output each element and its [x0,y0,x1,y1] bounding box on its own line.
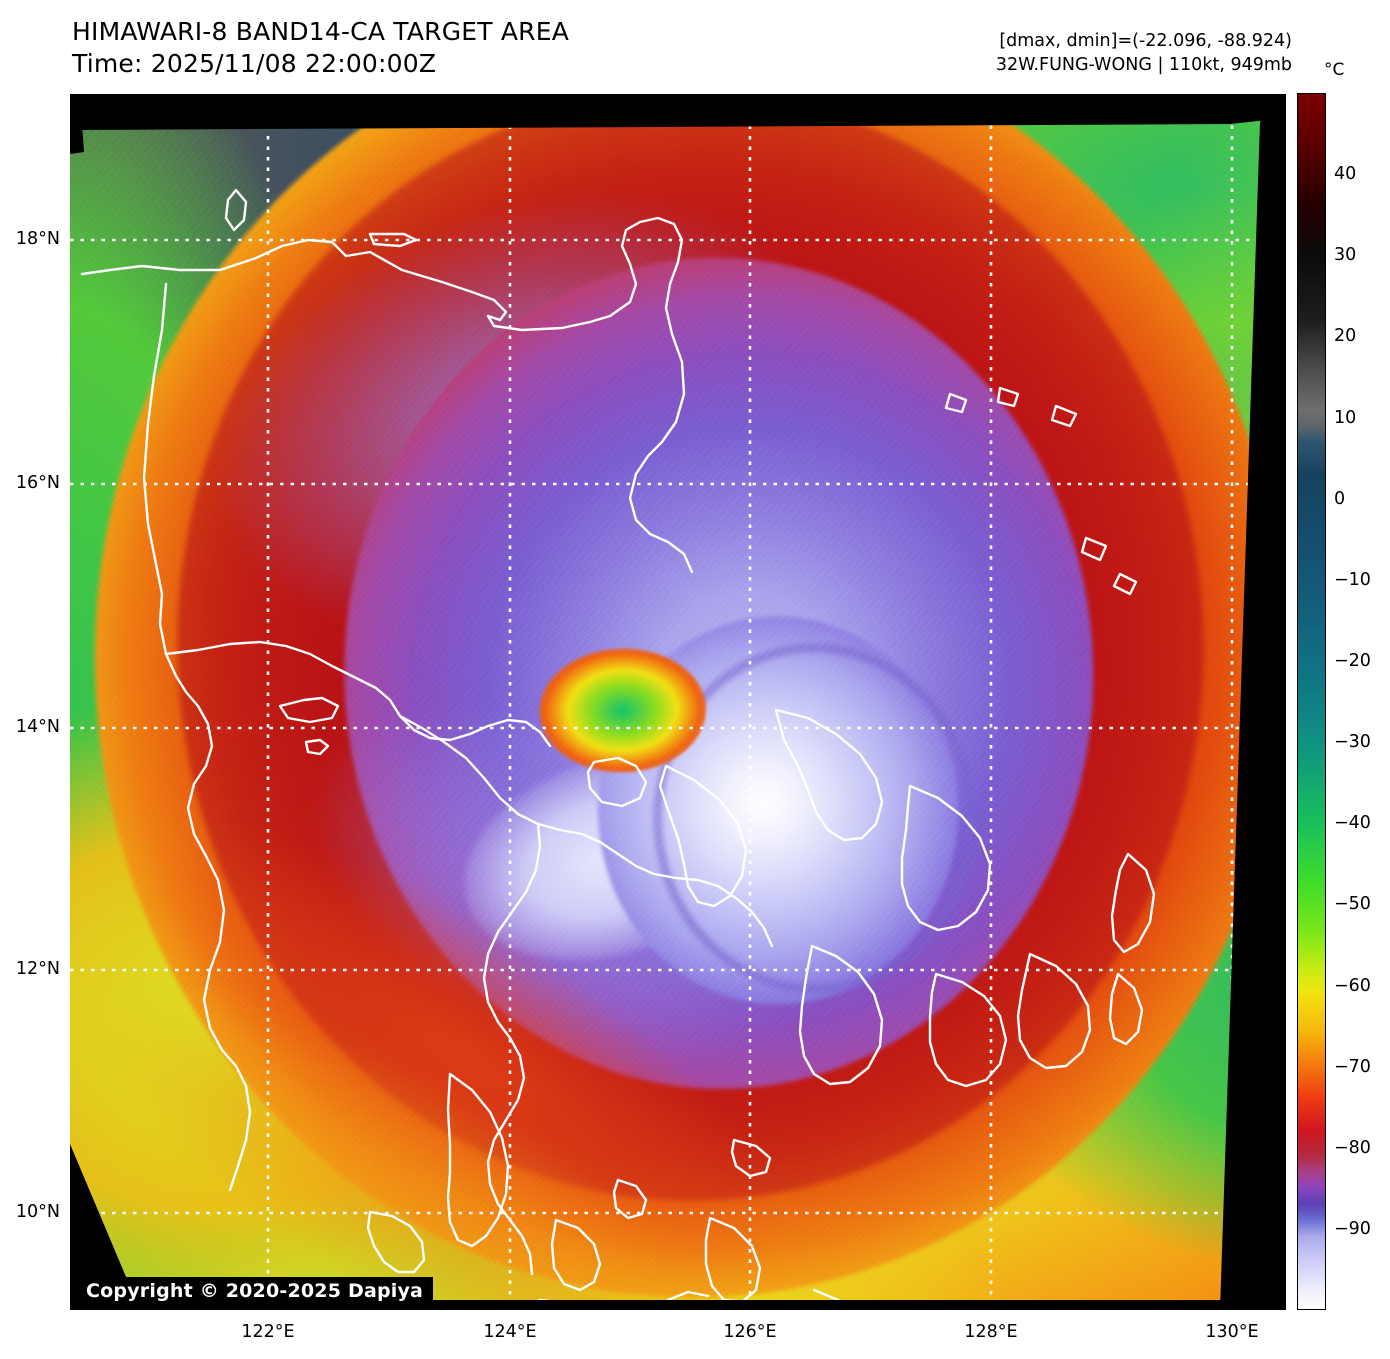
colorbar-tick-30: 30 [1334,245,1357,266]
colorbar-tick-20: 20 [1334,326,1357,347]
colorbar-tick--50: −50 [1334,894,1371,915]
colorbar-tick--60: −60 [1334,975,1371,996]
colorbar-tick-10: 10 [1334,407,1357,428]
colorbar-gradient [1298,94,1325,1309]
lat-tick-12°N: 12°N [15,959,60,979]
colorbar-unit-label: °C [1324,60,1345,80]
lat-tick-18°N: 18°N [15,229,60,249]
lat-tick-14°N: 14°N [15,717,60,737]
colorbar[interactable] [1297,93,1326,1310]
colorbar-tick--10: −10 [1334,569,1371,590]
storm-readout: 32W.FUNG-WONG | 110kt, 949mb [995,54,1292,75]
satellite-image-plot[interactable]: Copyright © 2020-2025 Dapiya [70,94,1286,1310]
title-block: HIMAWARI-8 BAND14-CA TARGET AREA Time: 2… [72,16,569,80]
copyright-label: Copyright © 2020-2025 Dapiya [78,1277,434,1306]
colorbar-tick--20: −20 [1334,650,1371,671]
colorbar-tick-0: 0 [1334,488,1346,509]
timestamp-line: Time: 2025/11/08 22:00:00Z [72,49,437,78]
colorbar-tick-40: 40 [1334,164,1357,185]
page-title: HIMAWARI-8 BAND14-CA TARGET AREA [72,17,570,46]
colorbar-tick--70: −70 [1334,1056,1371,1077]
lon-tick-130°E: 130°E [1205,1322,1259,1342]
graticule-group [70,94,1286,1310]
lat-tick-10°N: 10°N [15,1202,60,1222]
metadata-block: [dmax, dmin]=(-22.096, -88.924) 32W.FUNG… [996,30,1292,77]
dminmax-readout: [dmax, dmin]=(-22.096, -88.924) [999,31,1292,51]
lon-tick-128°E: 128°E [964,1322,1018,1342]
lat-tick-16°N: 16°N [15,473,60,493]
colorbar-tick--30: −30 [1334,732,1371,753]
lon-tick-126°E: 126°E [723,1322,777,1342]
nodata-mask-group [70,94,1286,1310]
map-overlay [70,94,1286,1310]
lon-tick-122°E: 122°E [241,1322,295,1342]
coastline-group [80,188,1156,1310]
colorbar-tick--40: −40 [1334,813,1371,834]
colorbar-tick--90: −90 [1334,1218,1371,1239]
coastline-and-grid-svg [70,94,1286,1310]
colorbar-tick--80: −80 [1334,1137,1371,1158]
lon-tick-124°E: 124°E [483,1322,537,1342]
